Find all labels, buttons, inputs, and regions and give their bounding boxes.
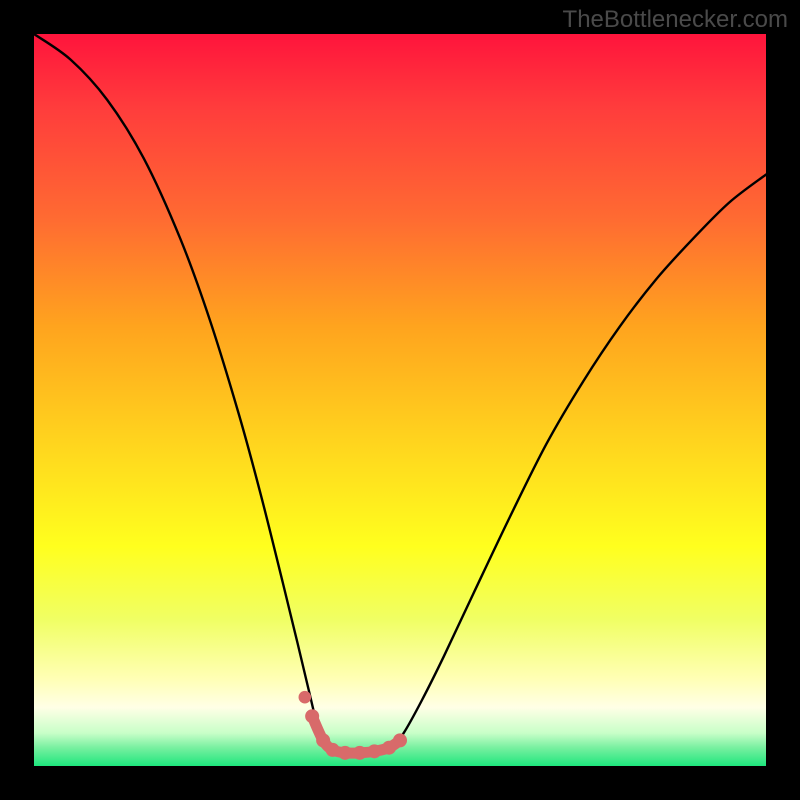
valley-marker-dot [299, 691, 312, 704]
chart-stage: TheBottlenecker.com [0, 0, 800, 800]
watermark-text: TheBottlenecker.com [563, 6, 788, 34]
valley-marker-dot [393, 733, 407, 747]
curve-layer [34, 34, 766, 766]
valley-marker-dot [326, 743, 340, 757]
bottleneck-curve [34, 34, 766, 753]
valley-marker-dot [338, 746, 352, 760]
valley-marker-dot [305, 709, 319, 723]
valley-marker-dot [367, 744, 381, 758]
valley-marker-dot [353, 746, 367, 760]
plot-area [34, 34, 766, 766]
